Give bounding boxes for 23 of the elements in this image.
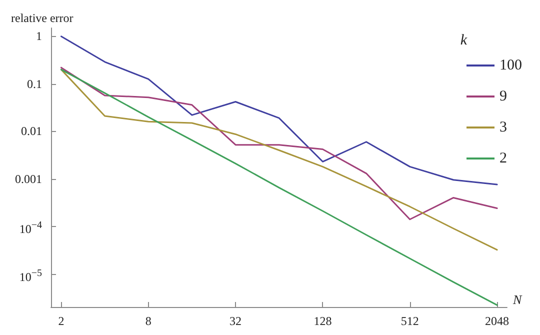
legend-label: 9 bbox=[500, 88, 507, 104]
y-tick-label: 10$^{−5}$ bbox=[19, 266, 42, 284]
legend-label: 2 bbox=[500, 150, 507, 166]
x-tick-label: 8 bbox=[145, 314, 152, 328]
x-tick-label: 2 bbox=[58, 314, 64, 328]
y-tick-label: 1 bbox=[36, 28, 42, 44]
y-tick-label: 10$^{−4}$ bbox=[19, 219, 42, 236]
line-series bbox=[60, 66, 498, 220]
x-tick-label: 128 bbox=[314, 314, 332, 328]
y-tick-label: 0.1 bbox=[27, 76, 42, 92]
x-axis-title: N bbox=[512, 292, 523, 307]
line-series bbox=[60, 36, 498, 186]
y-axis-title: relative error bbox=[11, 11, 74, 25]
legend-title: k bbox=[460, 32, 468, 48]
legend-label: 100 bbox=[500, 58, 522, 74]
y-tick-label: 0.01 bbox=[21, 123, 42, 140]
x-tick-label: 32 bbox=[230, 314, 242, 328]
legend-label: 3 bbox=[500, 120, 507, 136]
y-tick-label: 0.001 bbox=[15, 170, 42, 187]
line-series bbox=[60, 68, 498, 306]
x-tick-label: 512 bbox=[400, 314, 419, 328]
x-tick-label: 2048 bbox=[485, 314, 510, 328]
line-series bbox=[60, 68, 498, 251]
